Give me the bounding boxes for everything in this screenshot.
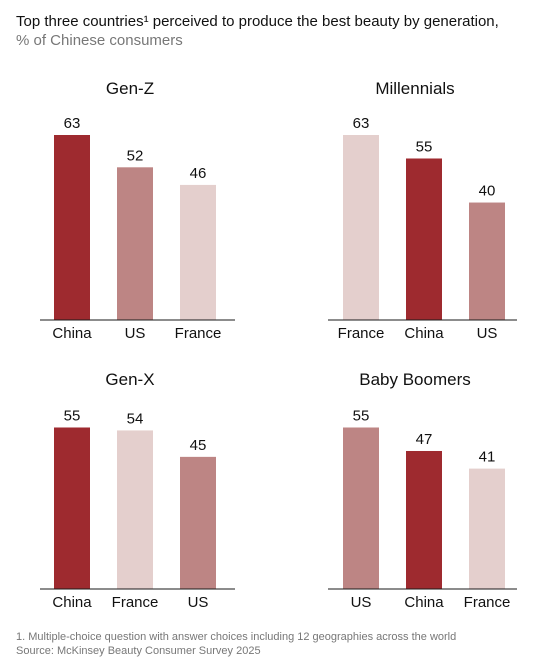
data-label: 63 xyxy=(64,115,81,132)
data-label: 40 xyxy=(479,183,496,200)
bar-us xyxy=(117,167,153,320)
bar-us xyxy=(180,456,216,589)
data-label: 46 xyxy=(190,165,207,182)
category-label: China xyxy=(52,594,92,611)
data-label: 54 xyxy=(127,410,144,427)
chart-subtitle: % of Chinese consumers xyxy=(16,32,183,49)
panel-title: Gen-Z xyxy=(106,79,154,98)
category-label: France xyxy=(338,325,385,342)
data-label: 55 xyxy=(64,407,81,424)
category-label: US xyxy=(188,594,209,611)
bar-us xyxy=(469,202,505,320)
panel-title: Gen-X xyxy=(105,370,154,389)
chart-header: Top three countries¹ perceived to produc… xyxy=(16,12,546,50)
source-note: Source: McKinsey Beauty Consumer Survey … xyxy=(16,645,261,657)
category-label: US xyxy=(477,325,498,342)
category-label: France xyxy=(175,325,222,342)
category-label: US xyxy=(351,594,372,611)
category-label: France xyxy=(464,594,511,611)
bar-china xyxy=(406,450,442,589)
bar-china xyxy=(54,135,90,320)
bar-us xyxy=(343,427,379,589)
category-label: China xyxy=(404,594,444,611)
data-label: 52 xyxy=(127,147,144,164)
bar-france xyxy=(343,135,379,320)
data-label: 41 xyxy=(479,449,496,466)
footnote: 1. Multiple-choice question with answer … xyxy=(16,631,457,643)
category-label: US xyxy=(125,325,146,342)
category-label: China xyxy=(52,325,92,342)
panel-title: Baby Boomers xyxy=(359,370,471,389)
data-label: 47 xyxy=(416,431,433,448)
chart-footer: 1. Multiple-choice question with answer … xyxy=(16,630,456,658)
data-label: 63 xyxy=(353,115,370,132)
data-label: 45 xyxy=(190,437,207,454)
bar-france xyxy=(469,468,505,589)
data-label: 55 xyxy=(353,407,370,424)
bar-france xyxy=(117,430,153,589)
bar-china xyxy=(406,158,442,320)
category-label: France xyxy=(112,594,159,611)
category-label: China xyxy=(404,325,444,342)
panel-title: Millennials xyxy=(375,79,454,98)
bar-france xyxy=(180,184,216,320)
data-label: 55 xyxy=(416,138,433,155)
bar-china xyxy=(54,427,90,589)
chart-title: Top three countries¹ perceived to produc… xyxy=(16,13,499,30)
